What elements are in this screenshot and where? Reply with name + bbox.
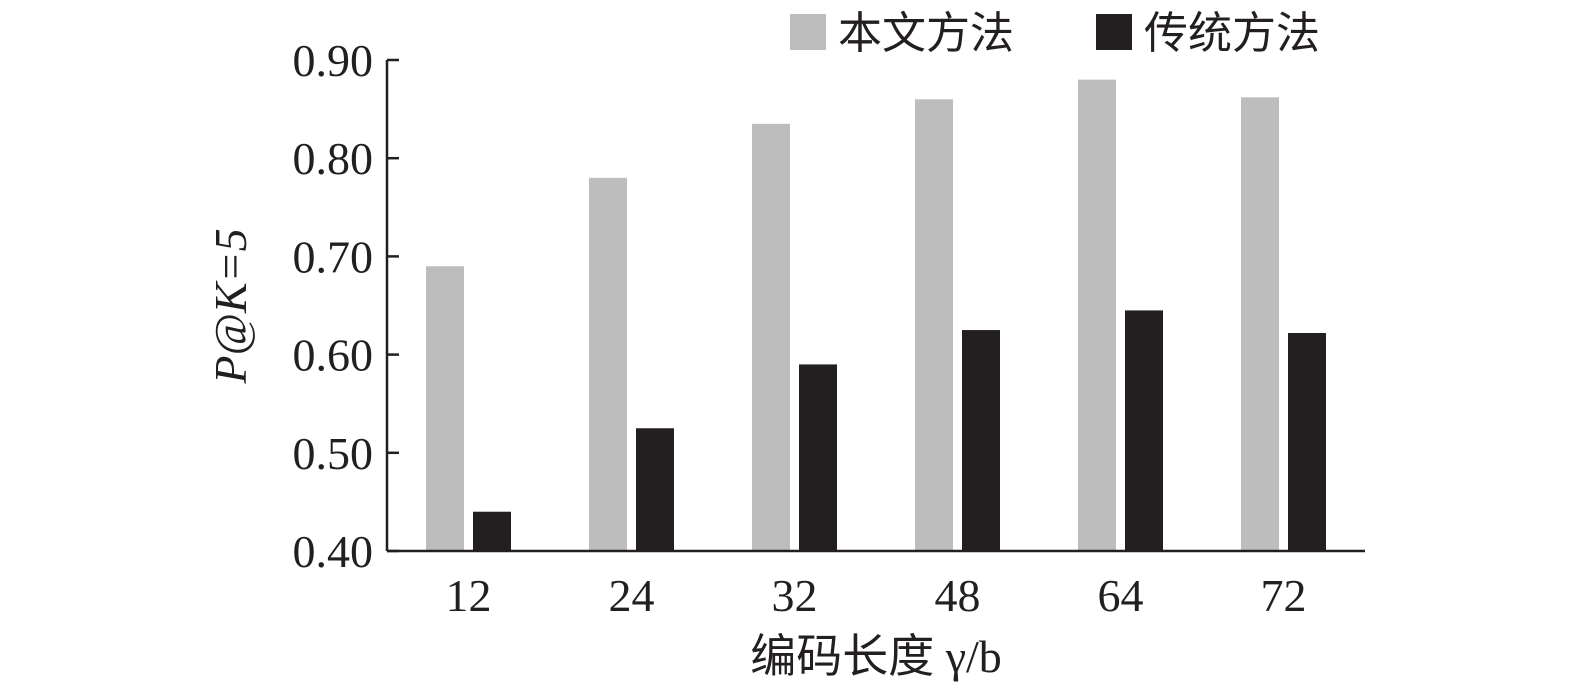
legend-swatch-本文方法 bbox=[790, 14, 826, 50]
y-tick-label-0.70: 0.70 bbox=[293, 231, 374, 282]
x-tick-label-12: 12 bbox=[446, 570, 492, 621]
y-axis-title: P@K=5 bbox=[205, 228, 256, 384]
bar-传统方法-72 bbox=[1288, 332, 1326, 551]
x-tick-label-24: 24 bbox=[609, 570, 655, 621]
x-axis-title: 编码长度 γ/b bbox=[750, 631, 1002, 682]
x-axis: 12 24 32 48 64 72 bbox=[387, 549, 1365, 621]
bar-传统方法-48 bbox=[962, 330, 1000, 551]
x-tick-label-64: 64 bbox=[1098, 570, 1144, 621]
legend: 本文方法 传统方法 bbox=[790, 8, 1320, 59]
legend-label-本文方法: 本文方法 bbox=[838, 8, 1014, 59]
bar-传统方法-12 bbox=[473, 511, 511, 551]
x-tick-label-48: 48 bbox=[935, 570, 981, 621]
legend-swatch-传统方法 bbox=[1096, 14, 1132, 50]
x-tick-label-72: 72 bbox=[1261, 570, 1307, 621]
y-axis: 0.40 0.50 0.60 0.70 0.80 0.90 bbox=[293, 35, 399, 577]
bar-本文方法-24 bbox=[589, 177, 627, 551]
legend-label-传统方法: 传统方法 bbox=[1144, 8, 1320, 59]
bar-本文方法-12 bbox=[426, 266, 464, 551]
bars bbox=[426, 79, 1326, 551]
bar-本文方法-48 bbox=[915, 99, 953, 551]
bar-传统方法-24 bbox=[636, 428, 674, 551]
bar-传统方法-64 bbox=[1125, 310, 1163, 551]
bar-本文方法-72 bbox=[1241, 97, 1279, 551]
y-tick-label-0.40: 0.40 bbox=[293, 526, 374, 577]
bar-传统方法-32 bbox=[799, 364, 837, 551]
bar-本文方法-64 bbox=[1078, 79, 1116, 551]
y-tick-label-0.60: 0.60 bbox=[293, 330, 374, 381]
y-tick-label-0.50: 0.50 bbox=[293, 428, 374, 479]
x-tick-label-32: 32 bbox=[772, 570, 818, 621]
y-tick-label-0.90: 0.90 bbox=[293, 35, 374, 86]
bar-本文方法-32 bbox=[752, 123, 790, 551]
y-tick-label-0.80: 0.80 bbox=[293, 133, 374, 184]
